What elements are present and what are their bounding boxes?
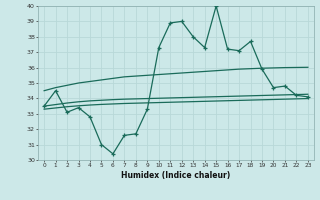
X-axis label: Humidex (Indice chaleur): Humidex (Indice chaleur) bbox=[121, 171, 231, 180]
